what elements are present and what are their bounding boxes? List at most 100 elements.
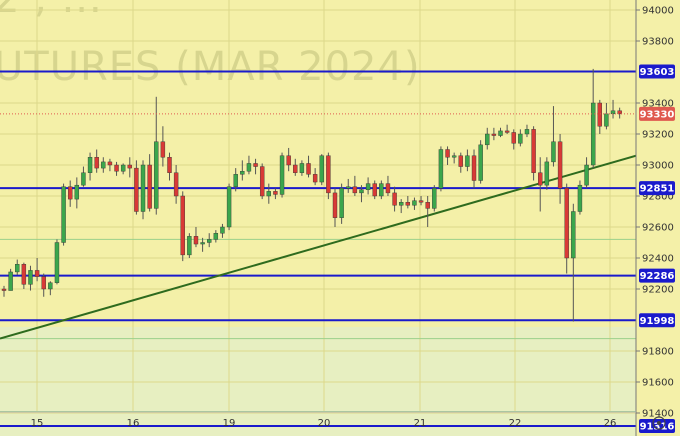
candle-body <box>405 201 411 206</box>
x-tick-label: 21 <box>414 418 427 429</box>
price-level-badge-text: 91998 <box>640 316 675 327</box>
candle-body <box>293 164 298 173</box>
grid-lines <box>0 0 636 414</box>
candle-body <box>101 161 106 169</box>
candle-body <box>392 192 397 206</box>
settings-button[interactable] <box>652 416 666 430</box>
price-level-badge <box>639 419 675 434</box>
candle-body <box>544 161 550 186</box>
candle-body <box>200 242 205 245</box>
price-level-badge <box>639 313 675 328</box>
candle-body <box>253 163 258 167</box>
candle-body <box>379 183 384 197</box>
candle-body <box>504 130 510 133</box>
x-tick-label: 20 <box>318 418 331 429</box>
candle-body <box>571 211 576 259</box>
current-price-badge-text: 93330 <box>640 109 675 120</box>
candles <box>1 68 622 322</box>
price-level-badge <box>639 64 675 79</box>
candle-body <box>458 155 463 167</box>
x-tick-label: 22 <box>509 418 522 429</box>
price-level-badge <box>639 268 675 283</box>
watermark-text: UTURES (MAR 2024) <box>0 44 421 90</box>
candle-body <box>326 155 331 194</box>
candle-body <box>28 270 33 285</box>
candle-body <box>604 113 609 127</box>
candle-body <box>134 167 139 212</box>
candle-body <box>193 236 199 245</box>
candle-body <box>597 102 602 127</box>
candle-body <box>365 183 371 191</box>
candle-body <box>34 270 40 277</box>
candle-body <box>372 183 377 197</box>
y-tick-label: 93000 <box>642 161 674 172</box>
candle-body <box>451 155 457 158</box>
candle-body <box>471 155 477 181</box>
candle-body <box>577 184 583 212</box>
gear-icon[interactable] <box>652 416 666 430</box>
y-tick-label: 91400 <box>642 409 674 420</box>
candle-body <box>385 183 391 194</box>
candle-body <box>67 186 73 200</box>
candle-body <box>207 239 212 243</box>
candle-body <box>610 110 616 115</box>
candle-body <box>438 149 444 189</box>
thin-levels <box>0 238 636 412</box>
candle-body <box>498 130 503 136</box>
candle-body <box>584 164 589 186</box>
y-tick-label: 91600 <box>642 378 674 389</box>
candle-body <box>259 166 265 197</box>
candle-body <box>564 188 569 259</box>
candle-body <box>1 288 7 291</box>
x-tick-label: 16 <box>127 418 140 429</box>
price-level-badge-text: 92851 <box>640 184 675 195</box>
candle-body <box>147 164 152 209</box>
candle-body <box>167 157 172 173</box>
price-levels <box>0 70 636 428</box>
candle-body <box>48 282 53 290</box>
price-badges: 93603 92851 92286 91998 91316 93330 <box>639 64 675 434</box>
y-tick-label: 93200 <box>642 130 674 141</box>
y-tick-label: 92600 <box>642 223 674 234</box>
candle-body <box>41 276 46 290</box>
candle-body <box>246 163 252 172</box>
candle-body <box>114 164 119 172</box>
candle-body <box>485 133 490 146</box>
candle-body <box>180 195 185 256</box>
trendline <box>0 154 637 340</box>
x-tick-label: 26 <box>604 418 617 429</box>
candle-body <box>140 164 146 212</box>
candle-body <box>15 264 20 273</box>
price-level-badge-text: 91316 <box>640 422 675 433</box>
candle-body <box>306 163 311 175</box>
candle-body <box>154 141 159 209</box>
candle-body <box>233 174 238 187</box>
current-price-badge <box>639 106 675 121</box>
candle-body <box>279 155 285 195</box>
candle-body <box>286 155 291 166</box>
candle-body <box>266 191 271 197</box>
candle-body <box>273 191 278 195</box>
candle-body <box>339 188 344 218</box>
candle-body <box>240 170 245 175</box>
candle-body <box>518 133 523 144</box>
candle-body <box>445 149 450 158</box>
y-tick-label: 92200 <box>642 285 674 296</box>
x-axis-ticks: 15 16 19 20 21 22 26 <box>0 411 636 429</box>
candle-body <box>220 226 225 234</box>
candle-body <box>213 232 219 240</box>
candle-body <box>319 155 324 183</box>
trendline-segment <box>0 154 637 340</box>
candle-body <box>226 186 232 228</box>
price-level-badge-text: 93603 <box>640 67 675 78</box>
candle-body <box>61 186 66 243</box>
y-tick-label: 92400 <box>642 254 674 265</box>
x-tick-label: 15 <box>31 418 44 429</box>
price-level-badge <box>639 181 675 196</box>
candle-body <box>346 186 351 189</box>
candle-body <box>107 161 113 166</box>
y-tick-label: 94000 <box>642 6 674 17</box>
candle-body <box>54 242 60 283</box>
